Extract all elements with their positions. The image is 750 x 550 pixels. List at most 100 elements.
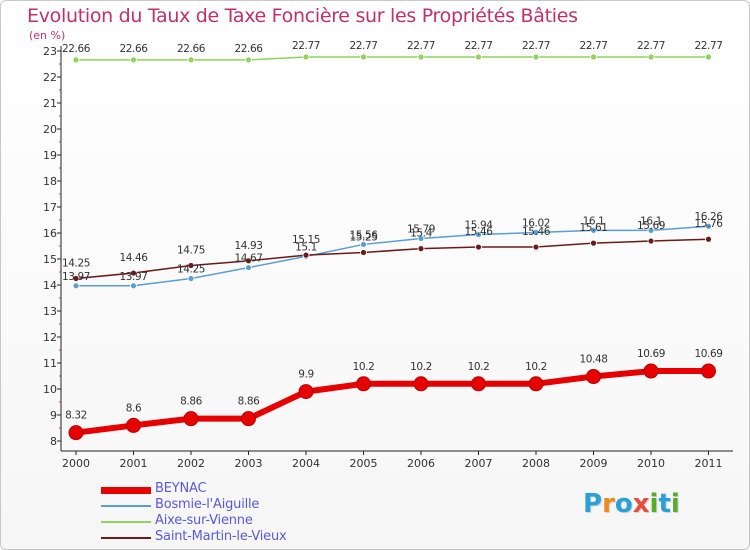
data-label: 10.2 bbox=[353, 361, 375, 373]
data-point bbox=[701, 363, 716, 379]
data-label: 10.2 bbox=[410, 361, 432, 373]
legend-swatch bbox=[101, 521, 151, 523]
data-label: 13.97 bbox=[62, 271, 90, 283]
data-point bbox=[130, 56, 137, 64]
data-point bbox=[187, 262, 195, 269]
y-tick-label: 14 bbox=[43, 279, 57, 292]
data-label: 8.86 bbox=[180, 396, 202, 408]
proxiti-logo: Proxiti bbox=[583, 489, 680, 519]
logo-letter: o bbox=[614, 489, 633, 519]
y-tick-label: 19 bbox=[43, 149, 57, 162]
data-label: 8.32 bbox=[65, 410, 87, 422]
data-point bbox=[72, 275, 80, 282]
data-point bbox=[705, 235, 712, 243]
legend-label: Saint-Martin-le-Vieux bbox=[155, 529, 287, 544]
y-tick-label: 9 bbox=[50, 409, 57, 422]
legend-label: Bosmie-l'Aiguille bbox=[155, 497, 260, 512]
y-tick-label: 13 bbox=[43, 305, 57, 318]
data-label: 14.93 bbox=[234, 240, 262, 252]
data-point bbox=[298, 384, 314, 400]
data-point bbox=[590, 239, 597, 247]
data-label: 14.75 bbox=[177, 245, 205, 257]
logo-letter: t bbox=[658, 489, 671, 519]
data-point bbox=[417, 245, 425, 253]
data-point bbox=[532, 229, 540, 236]
data-label: 15.79 bbox=[407, 223, 435, 235]
x-tick-label: 2006 bbox=[407, 457, 435, 470]
data-point bbox=[705, 53, 712, 61]
data-point bbox=[126, 417, 141, 433]
y-tick-label: 11 bbox=[43, 357, 57, 370]
legend-swatch bbox=[101, 537, 151, 539]
data-point bbox=[245, 56, 252, 64]
data-label: 15.69 bbox=[637, 220, 665, 232]
data-point bbox=[647, 53, 655, 61]
data-label: 15.46 bbox=[464, 226, 493, 238]
y-tick-label: 20 bbox=[43, 123, 57, 136]
x-tick-label: 2005 bbox=[350, 457, 378, 470]
data-label: 22.66 bbox=[119, 43, 148, 55]
series-line-2 bbox=[75, 56, 710, 61]
data-label: 22.77 bbox=[292, 40, 320, 52]
data-label: 14.25 bbox=[62, 258, 90, 270]
logo-letter: i bbox=[670, 489, 680, 519]
x-tick-label: 2002 bbox=[177, 457, 205, 470]
data-point bbox=[356, 376, 371, 392]
logo-letter: P bbox=[583, 489, 603, 519]
data-label: 15.4 bbox=[410, 228, 432, 240]
data-point bbox=[475, 53, 482, 61]
data-point bbox=[241, 411, 256, 427]
data-label: 15.1 bbox=[295, 241, 317, 253]
data-point bbox=[413, 376, 429, 392]
x-tick-label: 2011 bbox=[695, 457, 723, 470]
x-tick-label: 2008 bbox=[522, 457, 550, 470]
data-label: 10.69 bbox=[637, 348, 665, 360]
data-point bbox=[302, 53, 310, 61]
legend-label: Aixe-sur-Vienne bbox=[155, 513, 253, 528]
data-label: 22.66 bbox=[62, 43, 91, 55]
logo-letter: x bbox=[632, 489, 650, 519]
data-label: 22.77 bbox=[637, 40, 665, 52]
data-point bbox=[417, 53, 425, 61]
data-label: 16.1 bbox=[583, 215, 605, 227]
y-tick-label: 22 bbox=[43, 71, 57, 84]
y-tick-label: 21 bbox=[43, 97, 57, 110]
series-line-0 bbox=[73, 368, 712, 436]
legend-swatch bbox=[101, 487, 151, 494]
chart-title: Evolution du Taux de Taxe Foncière sur l… bbox=[27, 5, 578, 27]
data-label: 14.25 bbox=[177, 264, 205, 276]
data-point bbox=[302, 251, 310, 259]
data-label: 13.97 bbox=[119, 271, 147, 283]
data-label: 15.56 bbox=[349, 229, 378, 241]
data-point bbox=[183, 411, 199, 427]
x-tick-label: 2010 bbox=[637, 457, 665, 470]
data-point bbox=[528, 376, 544, 392]
y-tick-label: 16 bbox=[43, 227, 57, 240]
legend-swatch bbox=[101, 505, 151, 507]
y-tick-label: 8 bbox=[50, 435, 57, 448]
data-point bbox=[647, 237, 655, 245]
data-label: 16.1 bbox=[640, 215, 662, 227]
x-tick-label: 2009 bbox=[580, 457, 608, 470]
data-point bbox=[471, 376, 486, 392]
data-point bbox=[532, 243, 540, 251]
data-point bbox=[130, 269, 137, 277]
data-label: 15.25 bbox=[349, 232, 377, 244]
data-point bbox=[245, 264, 252, 271]
data-point bbox=[586, 369, 601, 385]
data-label: 22.77 bbox=[522, 40, 550, 52]
unit-label: (en %) bbox=[29, 29, 66, 42]
data-point bbox=[360, 249, 367, 256]
data-label: 22.77 bbox=[579, 40, 607, 52]
data-label: 15.94 bbox=[464, 220, 493, 232]
data-point bbox=[643, 363, 659, 379]
data-point bbox=[590, 226, 597, 234]
data-label: 16.26 bbox=[694, 211, 723, 223]
x-tick-label: 2001 bbox=[120, 457, 148, 470]
data-label: 10.48 bbox=[579, 354, 607, 366]
data-label: 14.67 bbox=[234, 253, 262, 265]
data-label: 10.69 bbox=[694, 348, 722, 360]
data-label: 15.46 bbox=[522, 226, 551, 238]
